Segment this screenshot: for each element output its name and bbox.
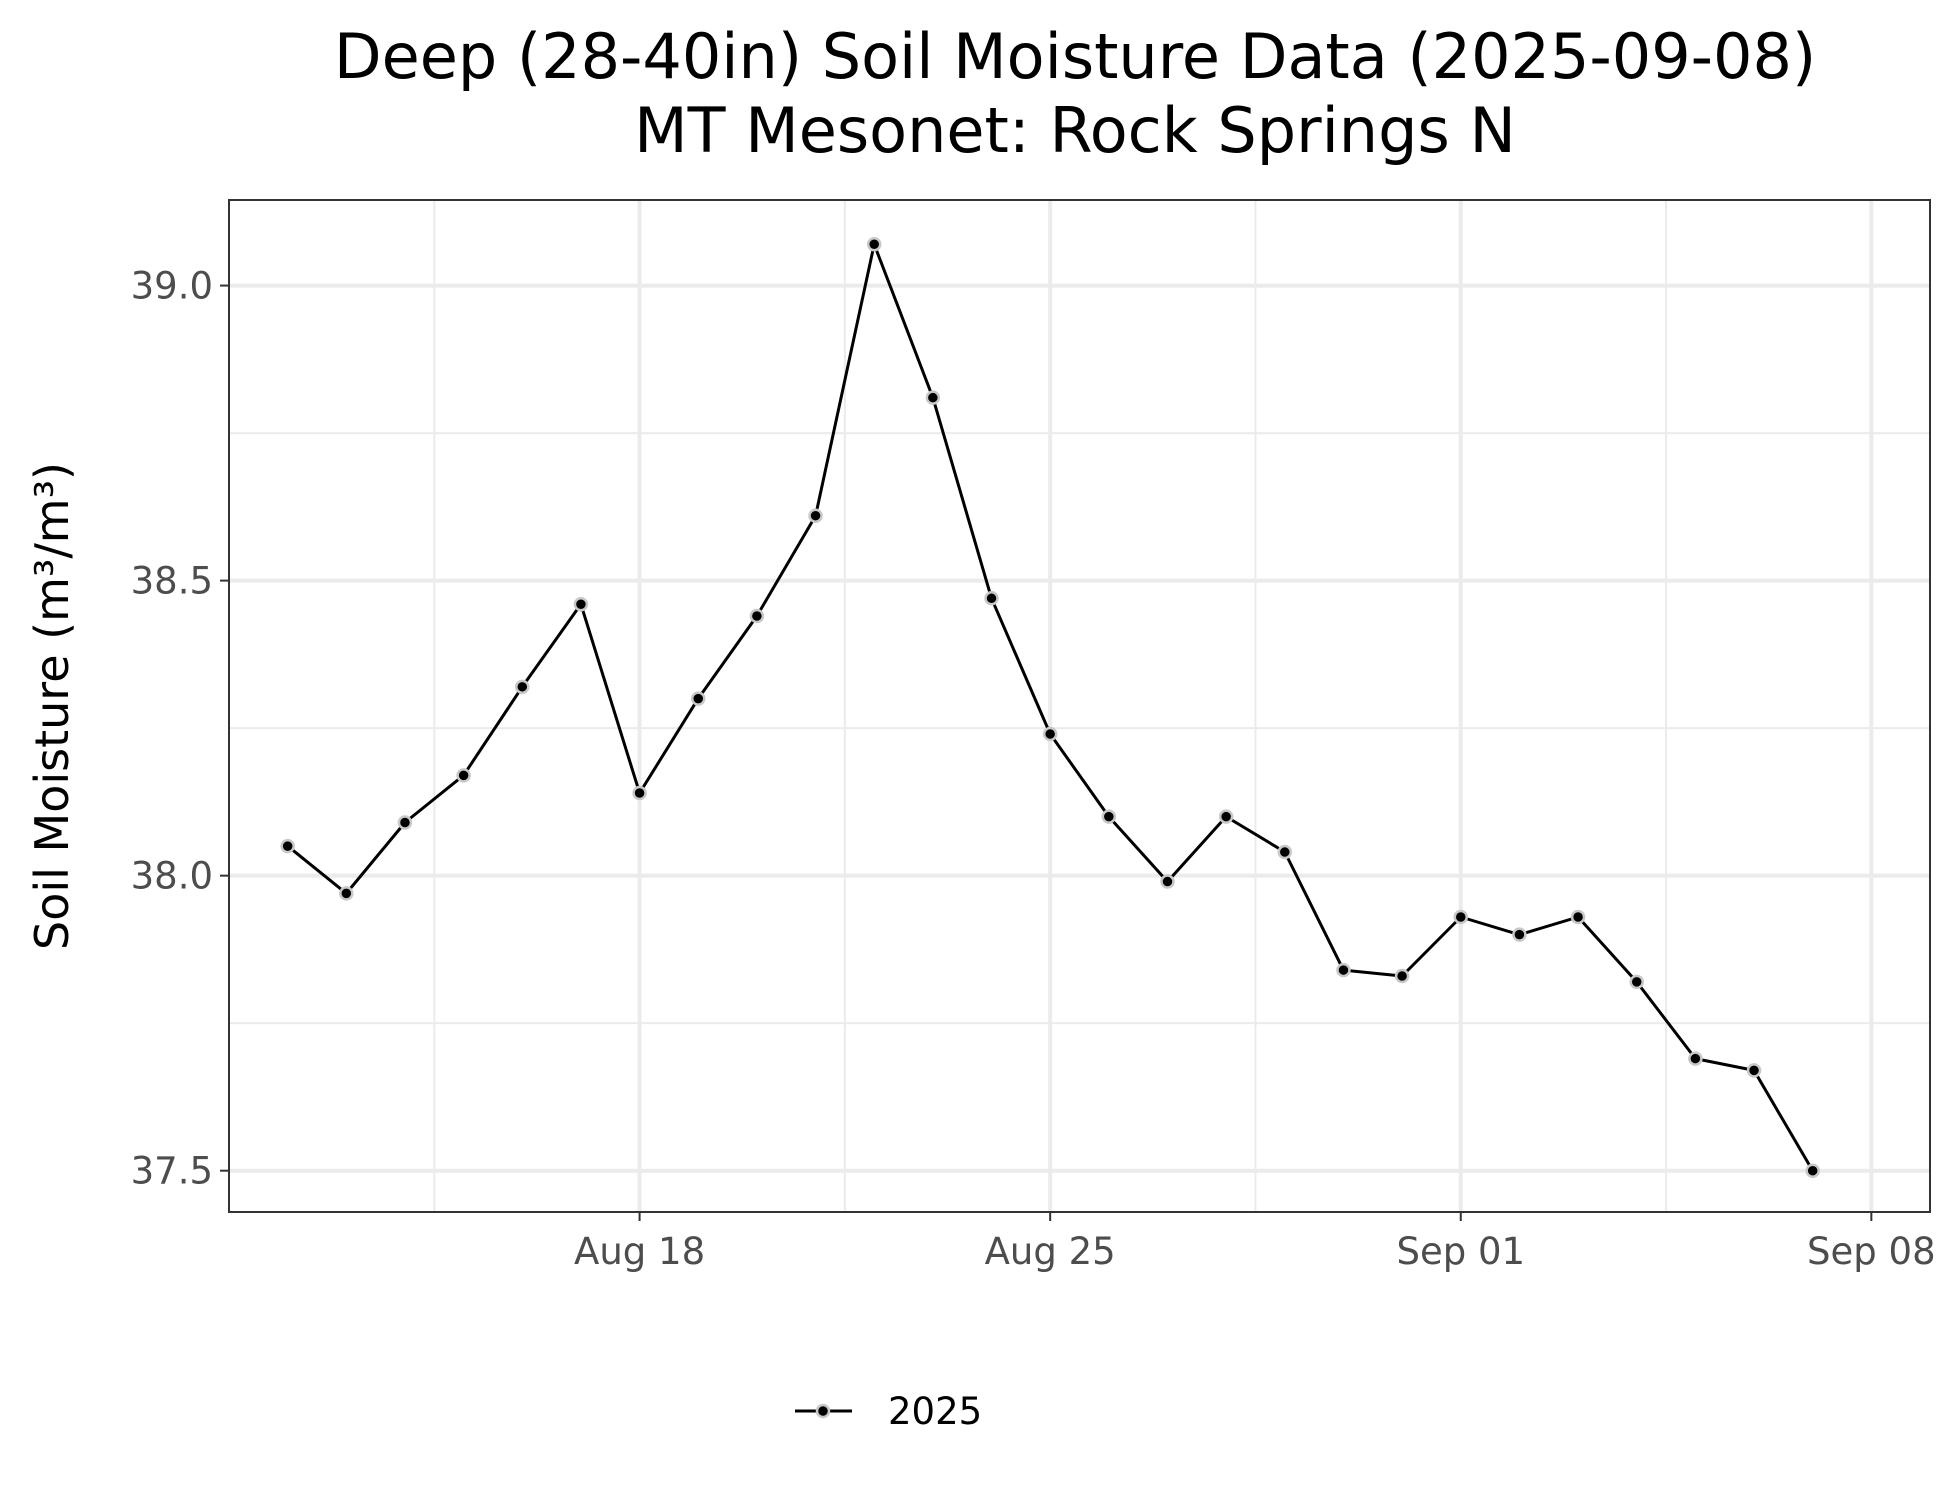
- data-point: [1570, 909, 1586, 925]
- plot-background: [229, 200, 1930, 1212]
- data-point: [690, 691, 706, 706]
- x-tick-label: Sep 08: [1807, 1230, 1936, 1273]
- legend-label: 2025: [888, 1390, 982, 1433]
- series-layer: [280, 237, 1820, 1178]
- data-point: [866, 237, 882, 252]
- legend: 2025: [795, 1390, 982, 1433]
- data-point: [515, 679, 530, 695]
- data-point: [1629, 974, 1644, 990]
- grid-minor: [229, 200, 1930, 1212]
- y-tick-label: 39.0: [131, 265, 213, 308]
- data-point: [573, 596, 589, 612]
- x-axis: Aug 18 Aug 25 Sep 01 Sep 08: [574, 1212, 1936, 1273]
- data-point: [984, 591, 999, 606]
- data-point: [808, 508, 823, 523]
- data-point: [456, 768, 471, 783]
- data-point: [397, 815, 413, 830]
- data-point: [1101, 809, 1117, 824]
- data-point: [1336, 962, 1351, 978]
- data-point: [339, 886, 354, 901]
- x-tick-label: Sep 01: [1396, 1230, 1525, 1273]
- grid-major: [229, 200, 1930, 1212]
- data-point: [749, 608, 765, 624]
- data-point: [1805, 1163, 1820, 1178]
- data-point: [1042, 726, 1058, 742]
- data-point: [1394, 968, 1410, 984]
- data-point: [1512, 927, 1527, 942]
- x-tick-label: Aug 25: [985, 1230, 1116, 1273]
- data-point: [280, 838, 295, 854]
- x-tick-label: Aug 18: [574, 1230, 705, 1273]
- chart-subtitle: MT Mesonet: Rock Springs N: [634, 94, 1516, 167]
- plot-border: [228, 199, 1931, 1213]
- data-point: [1746, 1063, 1762, 1078]
- chart-title: Deep (28-40in) Soil Moisture Data (2025-…: [334, 20, 1816, 93]
- y-axis-title: Soil Moisture (m³/m³): [25, 462, 79, 950]
- y-tick-label: 37.5: [131, 1150, 213, 1193]
- y-tick-label: 38.0: [131, 855, 213, 898]
- data-point: [925, 390, 941, 405]
- data-point: [632, 785, 647, 801]
- y-tick-label: 38.5: [131, 560, 213, 603]
- legend-key-point: [815, 1403, 831, 1419]
- data-point: [1160, 874, 1175, 889]
- plot-area: [228, 199, 1931, 1213]
- data-point: [1688, 1051, 1703, 1066]
- data-point: [1277, 844, 1293, 860]
- data-point: [1218, 809, 1234, 824]
- y-axis: 37.5 38.0 38.5 39.0: [131, 265, 229, 1193]
- data-point: [1453, 909, 1469, 925]
